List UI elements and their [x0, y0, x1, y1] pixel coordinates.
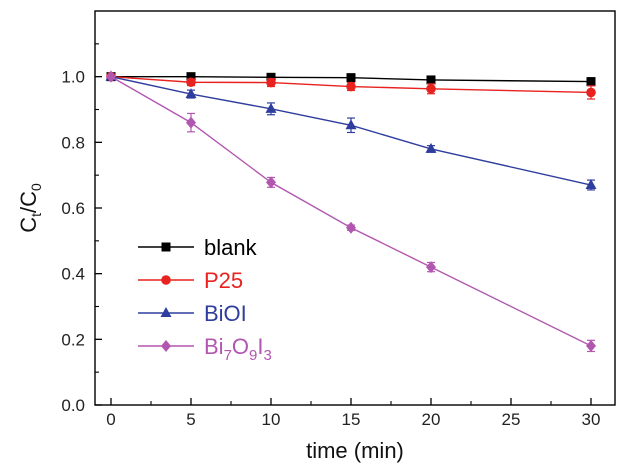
legend-label-part-Bi7O9I3-1: 7 — [224, 347, 232, 364]
y-tick-label-3: 0.6 — [61, 199, 85, 218]
x-tick-label-0: 0 — [106, 410, 115, 429]
x-axis-title: time (min) — [306, 438, 404, 463]
data-point-BiOI-5 — [585, 179, 597, 190]
data-point-P25-1 — [186, 77, 196, 88]
data-point-P25-3 — [346, 81, 356, 92]
legend-label-part-P25-0: P25 — [204, 268, 243, 293]
y-axis-title-main: C — [16, 217, 41, 233]
legend-label-P25: P25 — [204, 268, 243, 293]
data-point-Bi7O9I3-5 — [586, 339, 596, 352]
legend-entry-Bi7O9I3: Bi7O9I3 — [138, 334, 272, 364]
data-point-Bi7O9I3-4 — [426, 261, 436, 274]
series-layer — [105, 70, 597, 353]
y-axis-title-sub2: 0 — [28, 183, 44, 191]
y-tick-label-4: 0.8 — [61, 133, 85, 152]
legend-label-part-Bi7O9I3-3: 9 — [249, 347, 257, 364]
data-point-BiOI-1 — [185, 88, 197, 99]
data-point-blank-2 — [266, 72, 276, 82]
legend-label-BiOI: BiOI — [204, 301, 247, 326]
y-axis-title: Ct/C0 — [16, 183, 44, 233]
data-point-Bi7O9I3-2 — [266, 176, 276, 189]
series-Bi7O9I3 — [106, 70, 596, 353]
legend-marker-P25 — [161, 275, 171, 285]
data-point-P25-2 — [266, 77, 276, 88]
data-point-blank-4 — [426, 75, 436, 85]
legend-entry-BiOI: BiOI — [138, 301, 247, 326]
series-BiOI — [105, 70, 597, 191]
data-point-Bi7O9I3-0 — [106, 70, 116, 83]
legend-entry-blank: blank — [138, 235, 258, 260]
legend-marker-blank — [161, 242, 171, 252]
legend-label-part-Bi7O9I3-0: Bi — [204, 334, 224, 359]
legend-marker-Bi7O9I3 — [161, 340, 171, 352]
data-point-BiOI-4 — [425, 142, 437, 153]
legend-label-part-Bi7O9I3-2: O — [232, 334, 249, 359]
y-axis-title-slash: /C — [16, 191, 41, 213]
data-point-blank-3 — [346, 73, 356, 83]
x-tick-label-1: 5 — [186, 410, 195, 429]
data-point-blank-1 — [186, 72, 196, 82]
x-tick-label-2: 10 — [262, 410, 281, 429]
series-line-blank — [111, 75, 592, 83]
data-point-P25-4 — [426, 84, 436, 94]
data-point-BiOI-2 — [265, 102, 277, 113]
x-tick-label-4: 20 — [422, 410, 441, 429]
y-tick-label-0: 0.0 — [61, 396, 85, 415]
legend-label-part-blank-0: blank — [204, 235, 258, 260]
y-tick-label-2: 0.4 — [61, 265, 85, 284]
series-line-BiOI — [110, 75, 592, 186]
data-point-P25-5 — [586, 87, 596, 98]
legend-label-blank: blank — [204, 235, 258, 260]
y-tick-label-1: 0.2 — [61, 330, 85, 349]
legend-label-Bi7O9I3: Bi7O9I3 — [204, 334, 272, 364]
y-axis-title-sub1: t — [28, 213, 44, 217]
x-tick-label-6: 30 — [582, 410, 601, 429]
legend-label-part-Bi7O9I3-5: 3 — [264, 347, 272, 364]
series-line-P25 — [110, 75, 592, 94]
series-line-Bi7O9I3 — [110, 76, 592, 347]
legend-label-part-BiOI-0: BiOI — [204, 301, 247, 326]
legend-entry-P25: P25 — [138, 268, 243, 293]
data-point-Bi7O9I3-3 — [346, 221, 356, 234]
x-tick-label-5: 25 — [502, 410, 521, 429]
y-tick-label-5: 1.0 — [61, 68, 85, 87]
data-point-blank-5 — [586, 77, 596, 87]
data-point-Bi7O9I3-1 — [186, 116, 196, 129]
axis-ticks: 0 5 10 15 20 25 30 0.0 0.2 0.4 0.6 0.8 1.0 — [61, 43, 601, 429]
x-tick-label-3: 15 — [342, 410, 361, 429]
data-point-BiOI-3 — [345, 119, 357, 130]
legend-label-part-Bi7O9I3-4: I — [257, 334, 263, 359]
legend-marker-BiOI — [160, 307, 172, 317]
